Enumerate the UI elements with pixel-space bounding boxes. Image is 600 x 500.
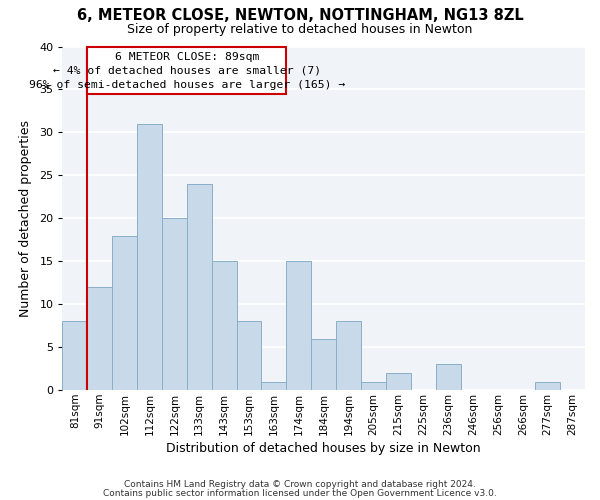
Bar [311,338,336,390]
Text: Contains public sector information licensed under the Open Government Licence v3: Contains public sector information licen… [103,488,497,498]
Text: Contains HM Land Registry data © Crown copyright and database right 2024.: Contains HM Land Registry data © Crown c… [124,480,476,489]
Bar [87,46,286,94]
Bar [137,124,162,390]
Text: 6, METEOR CLOSE, NEWTON, NOTTINGHAM, NG13 8ZL: 6, METEOR CLOSE, NEWTON, NOTTINGHAM, NG1… [77,8,523,22]
Bar [386,373,411,390]
Bar [336,322,361,390]
Bar [535,382,560,390]
Bar [361,382,386,390]
Bar [436,364,461,390]
Text: ← 4% of detached houses are smaller (7): ← 4% of detached houses are smaller (7) [53,66,321,76]
Bar [286,262,311,390]
Bar [212,262,236,390]
X-axis label: Distribution of detached houses by size in Newton: Distribution of detached houses by size … [166,442,481,455]
Bar [262,382,286,390]
Bar [62,322,87,390]
Text: 6 METEOR CLOSE: 89sqm: 6 METEOR CLOSE: 89sqm [115,52,259,62]
Bar [236,322,262,390]
Bar [87,287,112,390]
Bar [162,218,187,390]
Text: Size of property relative to detached houses in Newton: Size of property relative to detached ho… [127,22,473,36]
Bar [187,184,212,390]
Text: 96% of semi-detached houses are larger (165) →: 96% of semi-detached houses are larger (… [29,80,345,90]
Bar [112,236,137,390]
Y-axis label: Number of detached properties: Number of detached properties [19,120,32,317]
